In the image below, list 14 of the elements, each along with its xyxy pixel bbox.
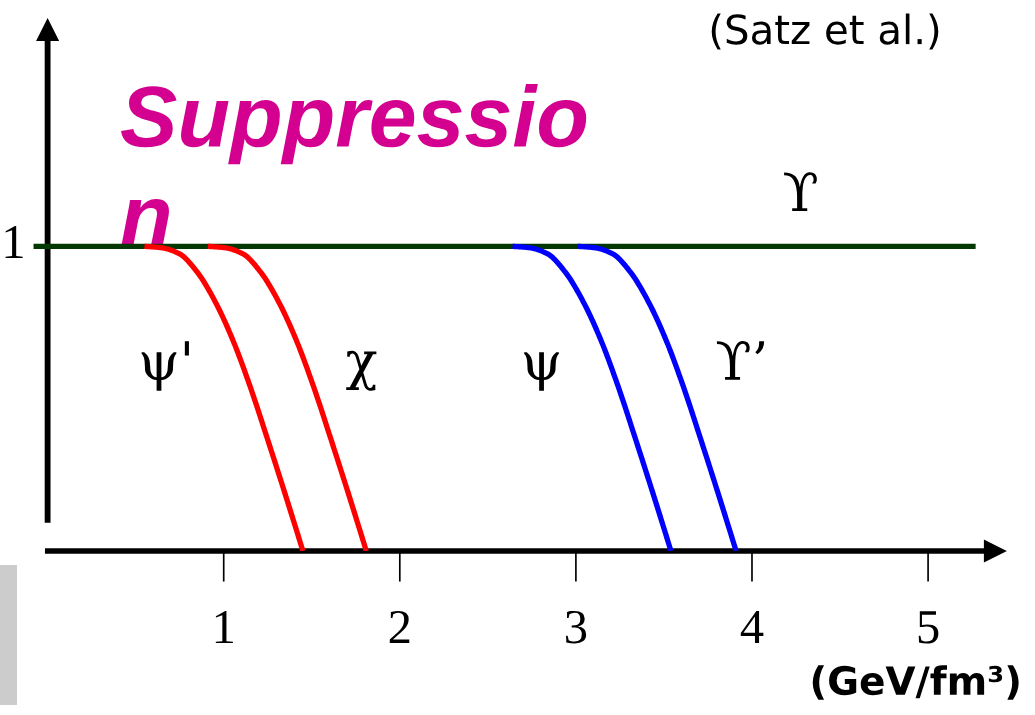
x-tick-label: 1 <box>215 610 233 644</box>
x-axis-title: (GeV/fm³) <box>812 665 1019 700</box>
series-label: ψ <box>524 352 559 391</box>
chart-title: Suppressio n <box>121 84 587 246</box>
series-label: χ <box>346 350 377 391</box>
x-tick-label: 5 <box>918 611 939 644</box>
x-tick-label: 4 <box>740 611 764 644</box>
annotation: 1 <box>5 225 23 259</box>
series-label: ψ' <box>141 341 189 391</box>
text: (Satz et al.) <box>711 13 939 50</box>
x-tick-label: 2 <box>389 610 410 644</box>
series-label: ϒ <box>784 172 817 211</box>
x-tick-label: 3 <box>566 610 587 644</box>
series-label: ϒ’ <box>716 341 765 380</box>
